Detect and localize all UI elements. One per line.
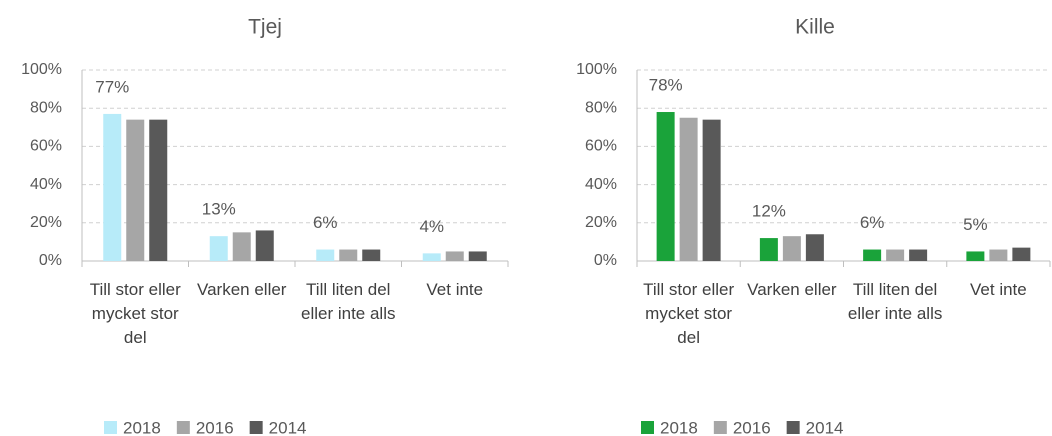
data-label: 13% bbox=[202, 200, 236, 219]
bar bbox=[316, 249, 335, 261]
bar bbox=[966, 251, 985, 261]
bar bbox=[1012, 247, 1031, 261]
y-tick-label: 0% bbox=[594, 252, 617, 269]
x-tick-label: Vet inte bbox=[426, 280, 484, 299]
chart-title: Kille bbox=[795, 16, 835, 39]
bar bbox=[702, 119, 721, 261]
bar bbox=[805, 234, 824, 261]
y-tick-label: 20% bbox=[30, 214, 62, 231]
legend-swatch bbox=[786, 421, 800, 434]
y-tick-label: 40% bbox=[585, 176, 617, 193]
bar bbox=[782, 236, 801, 261]
bar bbox=[679, 117, 698, 261]
y-tick-label: 100% bbox=[21, 61, 62, 78]
bar bbox=[445, 251, 464, 261]
bar bbox=[126, 119, 145, 261]
bar bbox=[232, 232, 251, 261]
bar bbox=[422, 253, 441, 261]
legend-swatch bbox=[176, 421, 190, 434]
legend-label: 2016 bbox=[733, 418, 771, 436]
data-label: 78% bbox=[649, 76, 683, 95]
x-tick-label: Till stor eller mycket stor del bbox=[643, 280, 735, 347]
bar bbox=[362, 249, 381, 261]
legend-label: 2016 bbox=[196, 418, 234, 436]
bar bbox=[255, 230, 274, 261]
x-tick-label: Varken eller bbox=[197, 280, 287, 299]
bar bbox=[339, 249, 358, 261]
chart-title: Tjej bbox=[248, 16, 282, 39]
legend-label: 2018 bbox=[660, 418, 698, 436]
x-tick-label: Till stor eller mycket stor del bbox=[89, 280, 181, 347]
y-tick-label: 20% bbox=[585, 214, 617, 231]
data-label: 77% bbox=[95, 77, 129, 96]
x-tick-label: Varken eller bbox=[747, 280, 837, 299]
y-tick-label: 0% bbox=[39, 252, 62, 269]
legend-swatch bbox=[713, 421, 727, 434]
data-label: 6% bbox=[313, 213, 338, 232]
legend-swatch bbox=[104, 421, 117, 434]
y-tick-label: 60% bbox=[585, 138, 617, 155]
bar bbox=[909, 249, 928, 261]
bar bbox=[759, 238, 778, 261]
bar bbox=[468, 251, 487, 261]
x-tick-label: Till liten del eller inte alls bbox=[301, 280, 396, 323]
x-tick-label: Till liten del eller inte alls bbox=[847, 280, 943, 323]
bar bbox=[103, 113, 122, 262]
legend-swatch bbox=[249, 421, 263, 434]
bar bbox=[886, 249, 905, 261]
data-label: 12% bbox=[752, 202, 786, 221]
bar bbox=[863, 249, 882, 261]
x-tick-label: Vet inte bbox=[970, 280, 1027, 299]
legend-swatch bbox=[641, 421, 654, 434]
y-tick-label: 80% bbox=[30, 99, 62, 116]
bar bbox=[989, 249, 1008, 261]
y-tick-label: 60% bbox=[30, 138, 62, 155]
legend-label: 2014 bbox=[269, 418, 307, 436]
y-tick-label: 40% bbox=[30, 176, 62, 193]
bar bbox=[656, 112, 675, 262]
data-label: 5% bbox=[963, 215, 988, 234]
bar bbox=[209, 236, 228, 261]
data-label: 4% bbox=[419, 217, 444, 236]
y-tick-label: 80% bbox=[585, 99, 617, 116]
bar bbox=[149, 119, 168, 261]
legend-label: 2018 bbox=[123, 418, 161, 436]
y-tick-label: 100% bbox=[576, 61, 617, 78]
data-label: 6% bbox=[860, 213, 885, 232]
legend-label: 2014 bbox=[806, 418, 844, 436]
